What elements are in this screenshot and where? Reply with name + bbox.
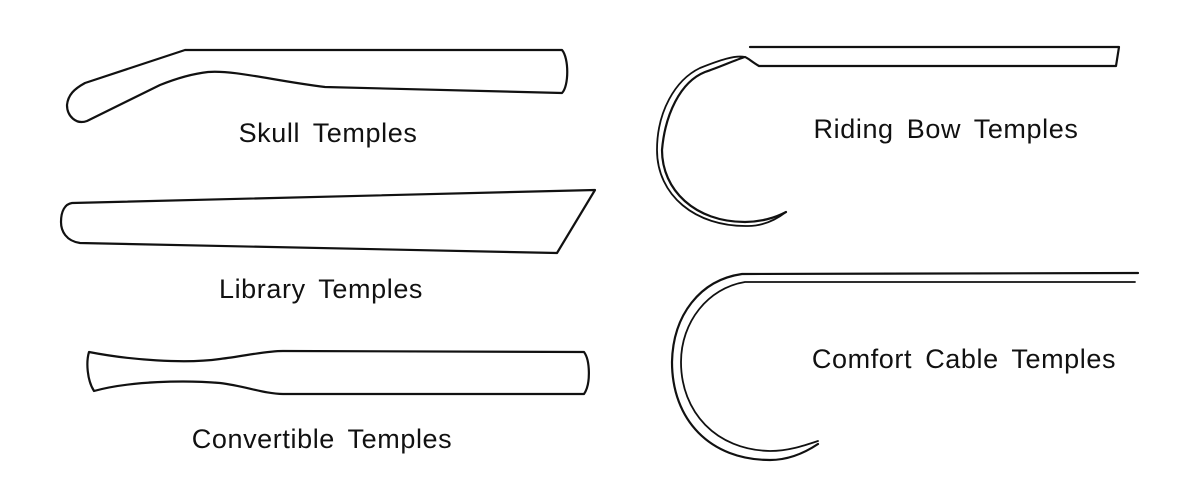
comfort-cable-temple-shape: [670, 271, 1140, 462]
riding-bow-temple-shape: [656, 45, 1121, 227]
library-temples-label: Library Temples: [219, 274, 423, 304]
convertible-temples-label: Convertible Temples: [192, 424, 453, 454]
skull-temple-shape: [65, 48, 569, 124]
convertible-temple-shape: [86, 349, 590, 396]
skull-temples-label: Skull Temples: [239, 118, 418, 148]
comfort-cable-temples-label: Comfort Cable Temples: [812, 344, 1116, 374]
library-temple-shape: [59, 188, 597, 255]
riding-bow-temples-label: Riding Bow Temples: [814, 114, 1079, 144]
